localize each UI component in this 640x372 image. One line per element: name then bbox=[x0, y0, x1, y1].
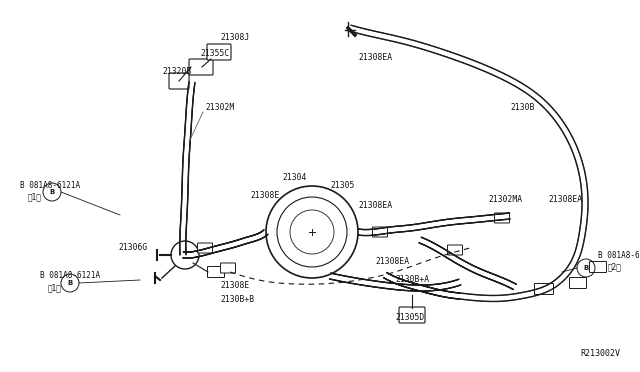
FancyBboxPatch shape bbox=[189, 59, 213, 75]
FancyBboxPatch shape bbox=[207, 44, 231, 60]
FancyBboxPatch shape bbox=[207, 266, 225, 278]
Text: 21308EA: 21308EA bbox=[358, 201, 392, 209]
Text: R213002V: R213002V bbox=[580, 349, 620, 358]
Text: 21308EA: 21308EA bbox=[375, 257, 409, 266]
Text: B: B bbox=[49, 189, 54, 195]
FancyBboxPatch shape bbox=[447, 245, 463, 255]
Text: 21305: 21305 bbox=[330, 180, 355, 189]
FancyBboxPatch shape bbox=[399, 307, 425, 323]
Text: 21308E: 21308E bbox=[220, 280, 249, 289]
Text: 2130B+A: 2130B+A bbox=[395, 276, 429, 285]
FancyBboxPatch shape bbox=[221, 263, 236, 273]
Text: 2130B+B: 2130B+B bbox=[220, 295, 254, 305]
FancyBboxPatch shape bbox=[372, 227, 387, 237]
FancyBboxPatch shape bbox=[495, 213, 509, 223]
Text: 21308EA: 21308EA bbox=[548, 196, 582, 205]
Text: 21308E: 21308E bbox=[250, 190, 279, 199]
Text: 21305D: 21305D bbox=[395, 314, 424, 323]
Text: （2）: （2） bbox=[608, 263, 622, 272]
Text: B 081A8-6121A: B 081A8-6121A bbox=[598, 250, 640, 260]
Text: 21306G: 21306G bbox=[118, 244, 147, 253]
Text: 2130B: 2130B bbox=[510, 103, 534, 112]
FancyBboxPatch shape bbox=[570, 278, 586, 289]
FancyBboxPatch shape bbox=[198, 243, 212, 253]
Text: 21320B: 21320B bbox=[162, 67, 191, 77]
Text: 21302M: 21302M bbox=[205, 103, 234, 112]
Text: 21304: 21304 bbox=[282, 173, 307, 183]
Text: 21355C: 21355C bbox=[200, 49, 229, 58]
Text: 21308EA: 21308EA bbox=[358, 54, 392, 62]
FancyBboxPatch shape bbox=[589, 262, 607, 273]
Text: B 081A8-6121A: B 081A8-6121A bbox=[20, 180, 80, 189]
Text: B: B bbox=[67, 280, 72, 286]
FancyBboxPatch shape bbox=[169, 73, 189, 89]
Text: 21308J: 21308J bbox=[220, 33, 249, 42]
Text: （1）: （1） bbox=[48, 283, 62, 292]
Text: 21302MA: 21302MA bbox=[488, 196, 522, 205]
FancyBboxPatch shape bbox=[534, 283, 554, 295]
Text: （1）: （1） bbox=[28, 192, 42, 202]
Text: B: B bbox=[584, 265, 589, 271]
Text: B 081A8-6121A: B 081A8-6121A bbox=[40, 272, 100, 280]
